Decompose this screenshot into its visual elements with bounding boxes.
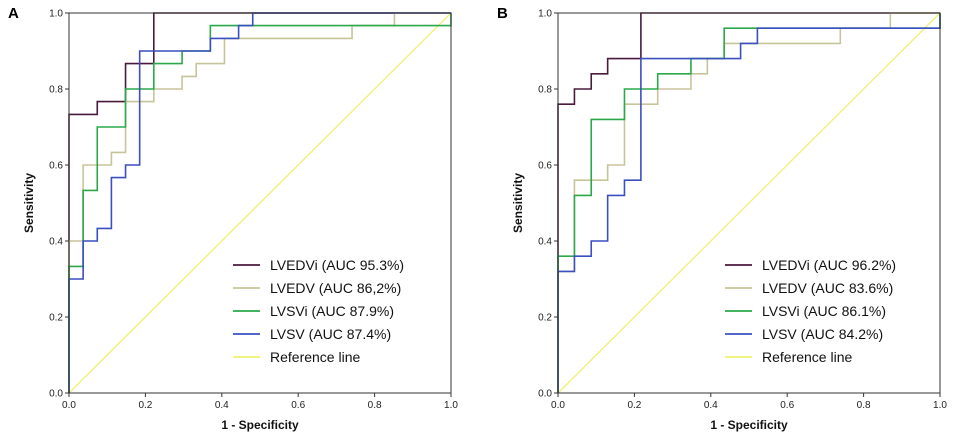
x-tick-label: 1.0 [444, 400, 458, 411]
roc-panel-a: A 0.0 0.2 0.4 0.6 0.8 1.0 0.0 0.2 0.4 0.6 0.8 1.0 1 -… [8, 5, 458, 432]
y-tick-label: 0.4 [538, 237, 552, 248]
legend: LVEDVi (AUC 96.2%) LVEDV (AUC 83.6%) LVSVi… [725, 257, 896, 365]
legend-label: LVEDV (AUC 83.6%) [762, 280, 893, 296]
x-tick-label: 0.0 [62, 400, 76, 411]
legend: LVEDVi (AUC 95.3%) LVEDV (AUC 86,2%) LVSVi… [233, 257, 404, 365]
legend-label: LVSVi (AUC 86.1%) [762, 303, 886, 319]
y-tick-label: 0.0 [538, 389, 552, 400]
x-tick-label: 0.4 [704, 400, 718, 411]
legend-label: LVEDVi (AUC 95.3%) [270, 257, 404, 273]
series-line-1 [557, 12, 940, 393]
y-tick-label: 1.0 [538, 9, 552, 20]
y-axis-label: Sensitivity [22, 173, 36, 233]
legend-label: LVSV (AUC 84.2%) [762, 326, 883, 342]
x-tick-label: 0.8 [857, 400, 871, 411]
panel-label: B [497, 5, 508, 22]
x-tick-label: 1.0 [933, 400, 947, 411]
y-tick-label: 0.8 [49, 85, 63, 96]
y-tick-label: 1.0 [49, 9, 63, 20]
y-axis-label: Sensitivity [511, 173, 525, 233]
x-axis-label: 1 - Specificity [221, 418, 299, 432]
x-tick-label: 0.0 [551, 400, 565, 411]
y-tick-label: 0.2 [49, 313, 63, 324]
plot-frame [557, 12, 941, 394]
y-tick-label: 0.8 [538, 85, 552, 96]
y-tick-label: 0.2 [538, 313, 552, 324]
x-tick-label: 0.8 [368, 400, 382, 411]
x-tick-label: 0.6 [291, 400, 305, 411]
series-line-3 [557, 13, 941, 393]
plot-frame [68, 12, 452, 394]
x-tick-label: 0.2 [627, 400, 641, 411]
x-tick-label: 0.4 [215, 400, 229, 411]
legend-label: LVEDVi (AUC 96.2%) [762, 257, 896, 273]
x-tick-label: 0.2 [138, 400, 152, 411]
legend-label: Reference line [270, 349, 360, 365]
y-tick-label: 0.4 [49, 237, 63, 248]
panel-label: A [8, 5, 19, 22]
x-axis-label: 1 - Specificity [710, 418, 788, 432]
series-line-0 [557, 12, 940, 393]
legend-label: Reference line [762, 349, 852, 365]
legend-label: LVSV (AUC 87.4%) [270, 326, 391, 342]
series-line-3 [68, 12, 451, 393]
y-tick-label: 0.6 [538, 161, 552, 172]
y-tick-label: 0.0 [49, 389, 63, 400]
series-line-4 [68, 12, 452, 394]
legend-label: LVSVi (AUC 87.9%) [270, 303, 394, 319]
legend-label: LVEDV (AUC 86,2%) [270, 280, 401, 296]
roc-panel-b: B 0.0 0.2 0.4 0.6 0.8 1.0 0.0 0.2 0.4 0.6 0.8 1.0 1 -… [497, 5, 947, 432]
series-line-4 [557, 12, 941, 394]
y-tick-label: 0.6 [49, 161, 63, 172]
x-tick-label: 0.6 [780, 400, 794, 411]
series-line-1 [68, 12, 451, 393]
